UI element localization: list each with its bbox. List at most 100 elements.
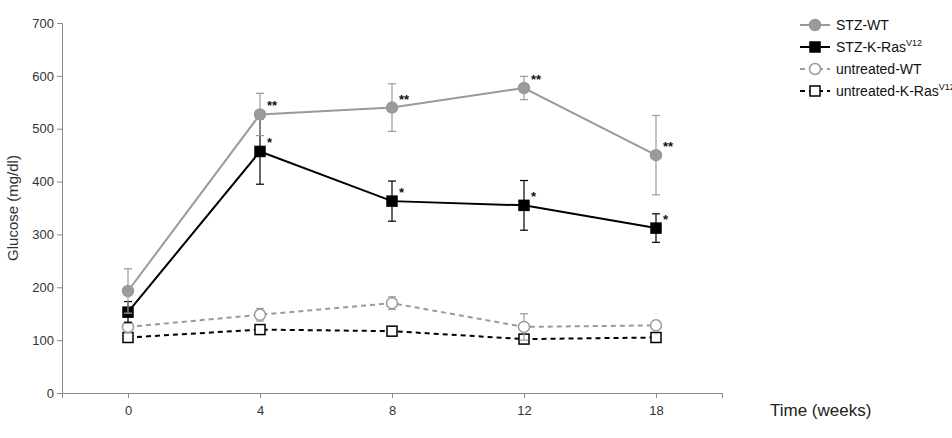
error-bar-cap [652, 213, 660, 214]
x-tick-label: 0 [125, 403, 132, 418]
legend-label: STZ-WT [836, 17, 889, 33]
error-bar-cap [652, 115, 660, 116]
error-bar-cap [388, 131, 396, 132]
error-bar-cap [520, 180, 528, 181]
point [387, 102, 398, 113]
series [123, 119, 661, 323]
error-bar-cap [256, 93, 264, 94]
series [123, 325, 661, 345]
error-bar-cap [652, 194, 660, 195]
error-bar-cap [520, 99, 528, 100]
significance-label: * [531, 189, 537, 204]
series-line [128, 151, 656, 312]
point [651, 150, 662, 161]
error-bar-cap [520, 313, 528, 314]
y-axis-title: Glucose (mg/dl) [4, 155, 21, 261]
x-tick-label: 8 [389, 403, 396, 418]
significance-label: ** [531, 72, 542, 87]
point [255, 109, 266, 120]
y-tick-mark [57, 182, 62, 183]
error-bar-cap [520, 230, 528, 231]
error-bar-cap [256, 135, 264, 136]
y-tick-label: 700 [32, 16, 54, 31]
y-tick-mark [57, 76, 62, 77]
legend: STZ-WT STZ-K-RasV12 untreated-WT untreated-… [800, 17, 952, 99]
point [123, 285, 134, 296]
x-tick: 0 [125, 393, 132, 418]
point [519, 321, 530, 332]
legend-item: untreated-K-RasV12 [800, 82, 952, 99]
y-tick-mark [57, 393, 62, 394]
significance-label: ** [267, 98, 278, 113]
y-tick: 300 [32, 227, 62, 242]
x-tick-mark [524, 393, 525, 398]
y-tick-mark [57, 234, 62, 235]
legend-marker [810, 86, 820, 96]
x-tick: 18 [649, 393, 663, 418]
y-tick: 400 [32, 174, 62, 189]
point [519, 83, 530, 94]
point [123, 333, 133, 343]
chart: 0 100 200 300 400 500 600 700 0 4 8 12 18 Time (weeks… [0, 0, 952, 438]
plot-area [123, 76, 662, 344]
x-tick-mark [656, 393, 657, 398]
point [387, 298, 398, 309]
x-tick-label: 18 [649, 403, 663, 418]
point [123, 321, 134, 332]
point [255, 146, 265, 156]
x-tick: 12 [517, 393, 531, 418]
point [519, 200, 529, 210]
y-tick: 200 [32, 280, 62, 295]
x-tick-label: 12 [517, 403, 531, 418]
y-tick-mark [57, 23, 62, 24]
significance-label: * [399, 185, 405, 200]
legend-marker [810, 20, 821, 31]
error-bar-cap [388, 180, 396, 181]
point [255, 325, 265, 335]
annotations: ************ [267, 72, 674, 227]
y-tick-label: 600 [32, 69, 54, 84]
legend-label: untreated-WT [836, 61, 922, 77]
legend-marker [810, 42, 820, 52]
error-bar-cap [520, 340, 528, 341]
legend-label: STZ-K-RasV12 [836, 38, 922, 55]
point [651, 223, 661, 233]
y-tick-mark [57, 340, 62, 341]
y-tick-label: 100 [32, 333, 54, 348]
error-bar-cap [256, 184, 264, 185]
error-bar [652, 214, 660, 243]
y-tick: 700 [32, 16, 62, 31]
significance-label: * [267, 135, 273, 150]
error-bar-cap [652, 242, 660, 243]
y-tick-mark [57, 287, 62, 288]
legend-label: untreated-K-RasV12 [836, 82, 952, 99]
y-tick: 100 [32, 333, 62, 348]
y-tick-label: 500 [32, 121, 54, 136]
significance-label: ** [399, 92, 410, 107]
point [651, 333, 661, 343]
x-tick: 8 [389, 393, 396, 418]
x-axis-line [63, 394, 723, 399]
error-bar-cap [124, 322, 132, 323]
x-tick-mark [128, 393, 129, 398]
x-tick-label: 4 [257, 403, 264, 418]
legend-marker [810, 64, 821, 75]
error-bar [388, 181, 396, 221]
point [387, 196, 397, 206]
y-tick-label: 300 [32, 227, 54, 242]
x-axis-title: Time (weeks) [770, 401, 871, 420]
y-tick-label: 0 [47, 386, 54, 401]
series [123, 297, 662, 340]
y-tick-label: 200 [32, 280, 54, 295]
series [123, 76, 662, 313]
point [255, 309, 266, 320]
error-bar-cap [124, 268, 132, 269]
x-tick-mark [260, 393, 261, 398]
legend-item: STZ-K-RasV12 [800, 38, 922, 55]
y-axis: 0 100 200 300 400 500 600 700 [32, 16, 62, 401]
significance-label: * [663, 212, 669, 227]
error-bar [520, 181, 528, 231]
error-bar-cap [388, 83, 396, 84]
error-bar-cap [388, 221, 396, 222]
error-bar-cap [124, 313, 132, 314]
